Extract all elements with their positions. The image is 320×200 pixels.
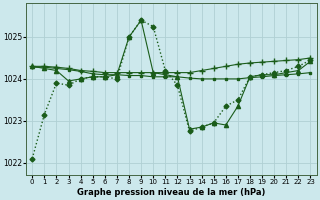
X-axis label: Graphe pression niveau de la mer (hPa): Graphe pression niveau de la mer (hPa) [77, 188, 266, 197]
